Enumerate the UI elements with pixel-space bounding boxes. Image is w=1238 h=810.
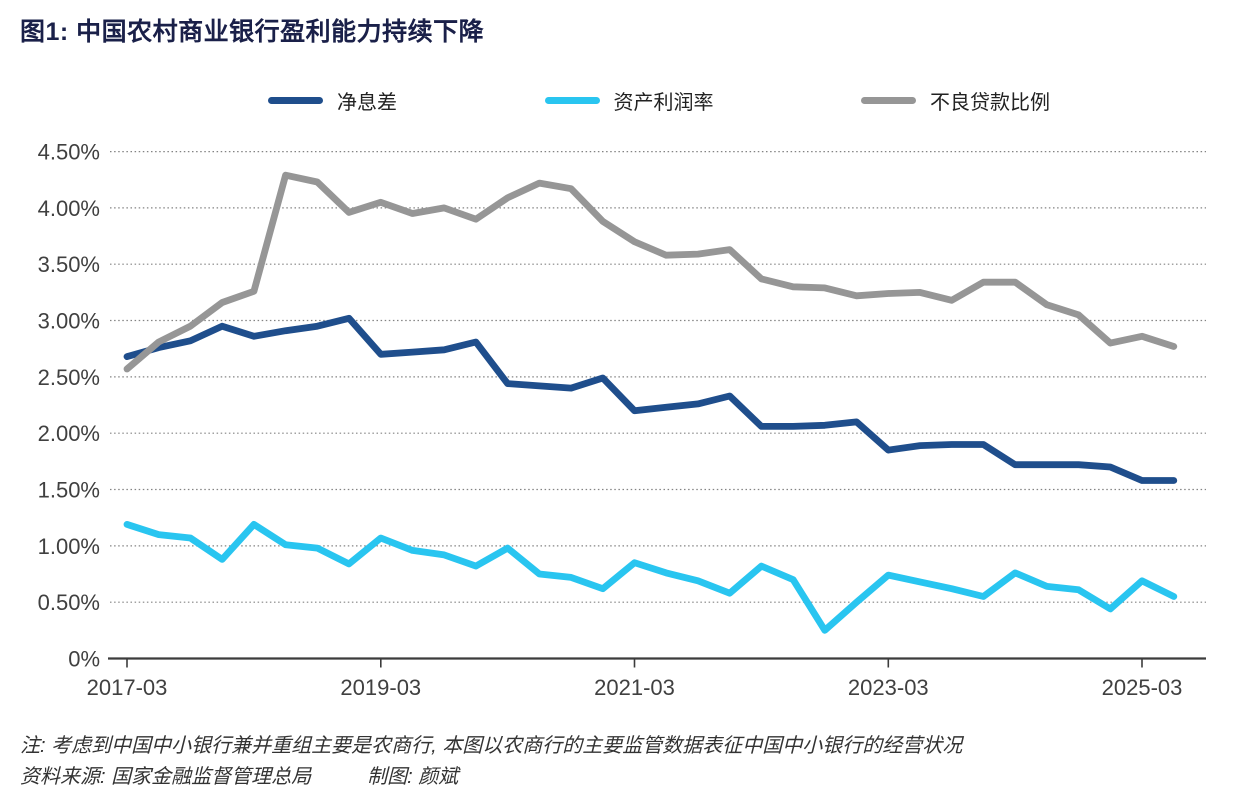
svg-text:2025-03: 2025-03	[1102, 675, 1183, 700]
svg-text:2.50%: 2.50%	[38, 365, 100, 390]
svg-text:2017-03: 2017-03	[87, 675, 168, 700]
svg-text:0%: 0%	[68, 647, 100, 672]
legend-swatch-net-interest-margin	[268, 97, 323, 104]
legend-label-net-interest-margin: 净息差	[337, 92, 397, 114]
source-text: 资料来源: 国家金融监督管理总局	[20, 766, 312, 788]
credit-text: 制图: 颜斌	[367, 766, 459, 788]
legend-swatch-roa	[544, 97, 600, 104]
source-line: 资料来源: 国家金融监督管理总局 制图: 颜斌	[20, 762, 962, 793]
note-text: 注: 考虑到中国中小银行兼并重组主要是农商行, 本图以农商行的主要监管数据表征中…	[20, 735, 963, 757]
svg-text:4.50%: 4.50%	[38, 140, 100, 165]
svg-text:2.00%: 2.00%	[38, 421, 100, 446]
legend-item-npl-ratio: 不良贷款比例	[861, 86, 1050, 115]
svg-text:3.50%: 3.50%	[38, 252, 100, 277]
svg-text:2023-03: 2023-03	[848, 675, 929, 700]
legend-item-net-interest-margin: 净息差	[268, 86, 397, 115]
chart-title: 图1: 中国农村商业银行盈利能力持续下降	[20, 18, 485, 46]
legend-label-npl-ratio: 不良贷款比例	[930, 92, 1050, 114]
chart-notes: 注: 考虑到中国中小银行兼并重组主要是农商行, 本图以农商行的主要监管数据表征中…	[20, 731, 962, 793]
svg-text:2021-03: 2021-03	[594, 675, 675, 700]
legend-swatch-npl-ratio	[861, 97, 916, 104]
svg-text:2019-03: 2019-03	[340, 675, 421, 700]
legend-item-roa: 资产利润率	[544, 86, 714, 115]
svg-text:3.00%: 3.00%	[38, 309, 100, 334]
svg-text:1.50%: 1.50%	[38, 478, 100, 503]
svg-text:4.00%: 4.00%	[38, 196, 100, 221]
svg-text:0.50%: 0.50%	[38, 590, 100, 615]
legend-label-roa: 资产利润率	[613, 92, 714, 114]
chart-legend: 净息差 资产利润率 不良贷款比例	[268, 86, 1050, 115]
svg-text:1.00%: 1.00%	[38, 534, 100, 559]
